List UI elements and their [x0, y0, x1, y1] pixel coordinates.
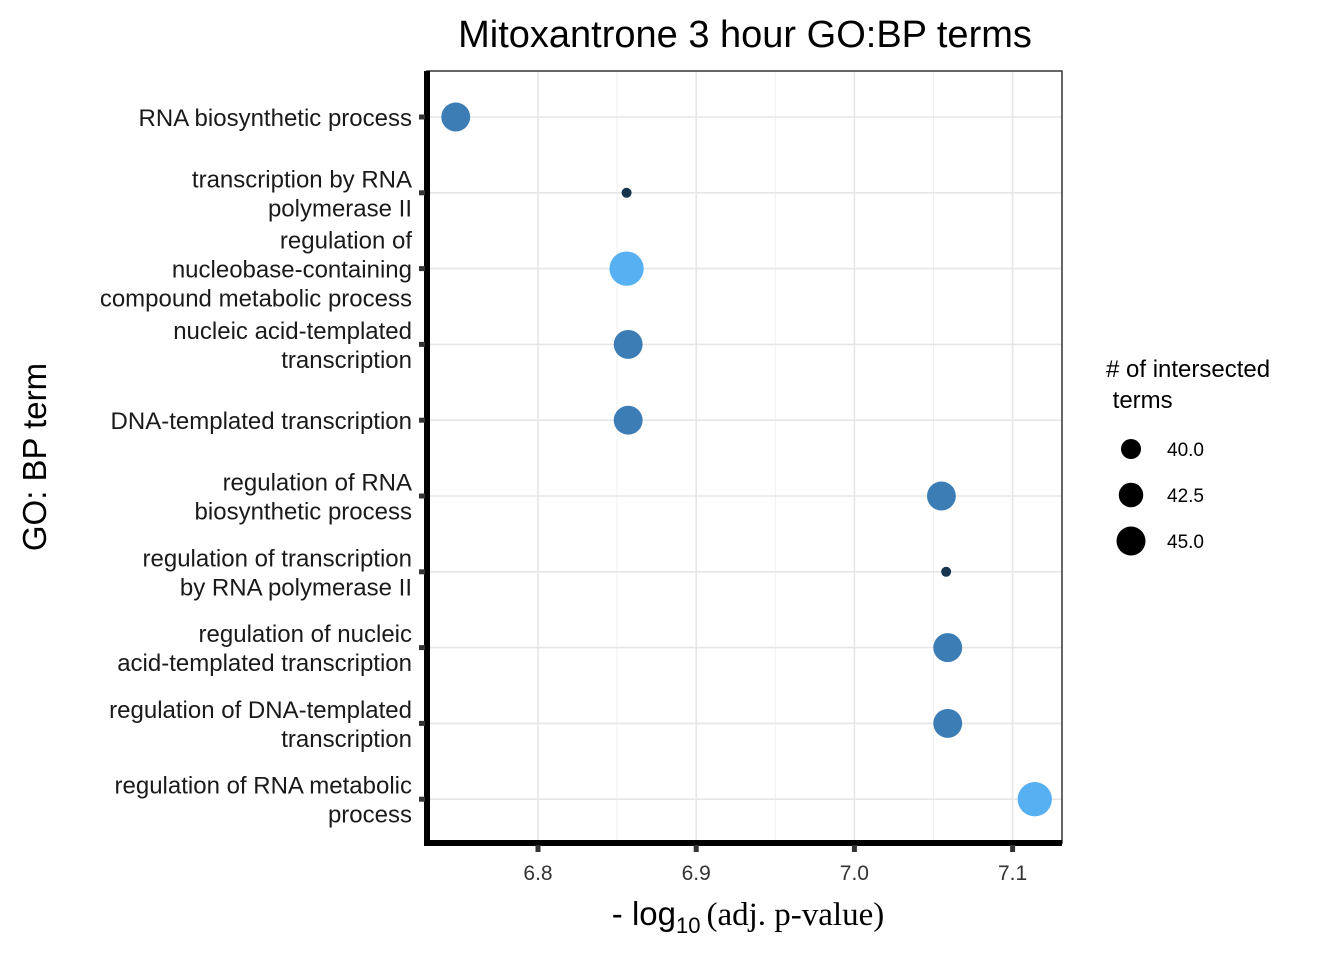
legend-key-circle — [1118, 482, 1144, 508]
x-axis-title: - log10 (adj. p-value) — [612, 895, 884, 938]
legend-key-circle — [1121, 439, 1141, 459]
y-tick-label-line: regulation of RNA metabolic — [115, 773, 413, 800]
data-point — [613, 405, 643, 435]
x-axis-title-suffix: (adj. p-value) — [706, 897, 884, 933]
y-tick-labels: RNA biosynthetic process transcription by… — [100, 105, 413, 829]
x-axis-title-subscript: 10 — [676, 913, 700, 938]
legend-title: # of intersected terms — [1106, 356, 1270, 414]
y-tick-label-line: regulation of DNA-templated — [109, 697, 412, 724]
chart-title: Mitoxantrone 3 hour GO:BP terms — [458, 14, 1032, 56]
y-tick-label-line: transcription — [281, 726, 412, 753]
legend-title-line: terms — [1106, 387, 1173, 414]
y-tick-label-line: RNA biosynthetic process — [139, 105, 412, 132]
legend-label: 40.0 — [1167, 440, 1204, 461]
legend-label: 42.5 — [1167, 486, 1204, 507]
data-point — [926, 481, 956, 511]
x-axis-title-prefix: - log — [612, 895, 676, 932]
data-points — [441, 102, 1052, 817]
y-tick-label-line: DNA-templated transcription — [111, 408, 412, 435]
x-tick-labels: 6.8 6.9 7.0 7.1 — [523, 862, 1027, 885]
y-tick-label-line: compound metabolic process — [100, 286, 412, 313]
y-tick-label: regulation of transcription by RNA polyme… — [143, 545, 412, 601]
legend-label: 45.0 — [1167, 532, 1204, 553]
y-tick-label: nucleic acid-templated transcription — [173, 318, 412, 374]
data-point — [941, 566, 952, 577]
x-tick-label: 6.8 — [523, 862, 552, 885]
x-axis-ticks — [535, 845, 1016, 852]
y-tick-label-line: biosynthetic process — [195, 499, 412, 526]
y-tick-label-line: regulation of — [280, 228, 412, 255]
y-tick-label-line: acid-templated transcription — [117, 650, 412, 677]
y-tick-label-line: nucleic acid-templated — [173, 318, 412, 345]
x-tick-label: 7.1 — [998, 862, 1027, 885]
grid — [427, 71, 1062, 843]
y-axis-title: GO: BP term — [16, 363, 53, 551]
legend-title-line: # of intersected — [1106, 356, 1270, 383]
data-point — [441, 102, 471, 132]
y-tick-label: DNA-templated transcription — [111, 408, 412, 435]
data-point — [933, 708, 963, 738]
y-tick-label-line: regulation of nucleic — [199, 621, 412, 648]
x-tick-label: 6.9 — [682, 862, 711, 885]
plot-panel — [426, 70, 1063, 844]
y-tick-label: regulation of RNA biosynthetic process — [195, 470, 412, 526]
legend: # of intersected terms 40.0 42.5 45.0 — [1106, 356, 1270, 556]
y-tick-label-line: regulation of RNA — [223, 470, 412, 497]
y-tick-label-line: transcription by RNA — [192, 166, 412, 193]
data-point — [933, 633, 963, 663]
y-tick-label: RNA biosynthetic process — [139, 105, 412, 132]
y-tick-label: regulation of RNA metabolic process — [115, 773, 413, 829]
data-point — [1017, 782, 1052, 817]
x-tick-label: 7.0 — [840, 862, 869, 885]
legend-key-circle — [1116, 526, 1146, 556]
y-tick-label-line: regulation of transcription — [143, 545, 412, 572]
data-point — [613, 329, 643, 359]
y-tick-label-line: transcription — [281, 347, 412, 374]
y-tick-label-line: process — [328, 802, 412, 829]
y-tick-label-line: polymerase II — [268, 195, 412, 222]
legend-keys: 40.0 42.5 45.0 — [1116, 439, 1204, 556]
y-tick-label-line: nucleobase-containing — [172, 257, 412, 284]
data-point — [609, 251, 644, 286]
data-point — [621, 187, 632, 198]
y-tick-label: transcription by RNA polymerase II — [192, 166, 412, 222]
y-tick-label: regulation of DNA-templated transcription — [109, 697, 412, 753]
y-tick-label: regulation of nucleobase-containing compou… — [100, 228, 413, 313]
y-axis-ticks — [419, 114, 425, 802]
y-tick-label: regulation of nucleic acid-templated tran… — [117, 621, 412, 677]
y-tick-label-line: by RNA polymerase II — [180, 574, 412, 601]
